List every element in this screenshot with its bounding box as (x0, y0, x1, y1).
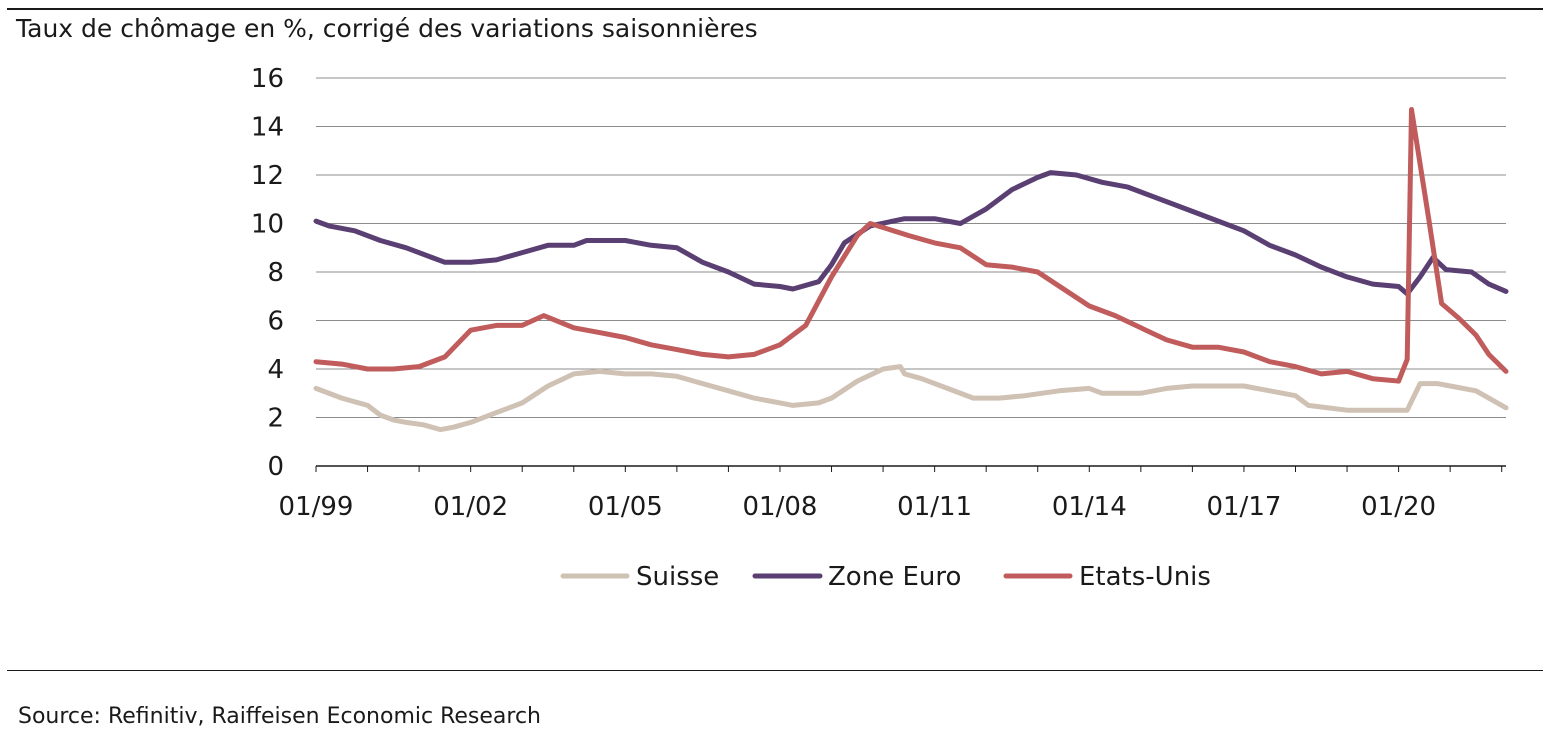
top-rule (7, 8, 1543, 10)
y-tick-label-12: 12 (251, 161, 284, 191)
legend-label-suisse: Suisse (636, 562, 719, 592)
x-tick-label-01-11: 01/11 (897, 492, 972, 522)
series-line-suisse (313, 364, 1509, 433)
source-note: Source: Refinitiv, Raiffeisen Economic R… (18, 704, 541, 729)
x-tick-label-01-20: 01/20 (1361, 492, 1436, 522)
x-tick-label-01-99: 01/99 (279, 492, 354, 522)
chart-title: Taux de chômage en %, corrigé des variat… (16, 14, 758, 43)
series-line-zone-euro (313, 170, 1509, 297)
y-tick-label-6: 6 (267, 307, 284, 337)
y-tick-label-14: 14 (251, 113, 284, 143)
y-tick-label-0: 0 (267, 452, 284, 482)
x-tick-label-01-14: 01/14 (1052, 492, 1127, 522)
y-tick-label-2: 2 (267, 404, 284, 434)
x-tick-label-01-17: 01/17 (1206, 492, 1281, 522)
x-tick-label-01-02: 01/02 (433, 492, 508, 522)
series-lines (313, 107, 1509, 433)
y-tick-label-10: 10 (251, 210, 284, 240)
y-tick-label-8: 8 (267, 258, 284, 288)
legend: Suisse Zone Euro Etats-Unis (560, 562, 1211, 592)
x-tick-label-01-08: 01/08 (743, 492, 818, 522)
x-axis: 01/99 01/02 01/05 01/08 01/11 01/14 01/17 01/20 (279, 465, 1506, 522)
legend-label-zone-euro: Zone Euro (828, 562, 961, 592)
series-line-etats-unis (313, 107, 1509, 384)
grid-lines (316, 77, 1506, 418)
bottom-rule (7, 670, 1543, 671)
legend-label-etats-unis: Etats-Unis (1079, 562, 1211, 592)
y-tick-label-16: 16 (251, 64, 284, 94)
x-tick-label-01-05: 01/05 (588, 492, 663, 522)
y-tick-label-4: 4 (267, 355, 284, 385)
y-axis-tick-labels: 0 2 4 6 8 10 12 14 16 (251, 64, 284, 482)
